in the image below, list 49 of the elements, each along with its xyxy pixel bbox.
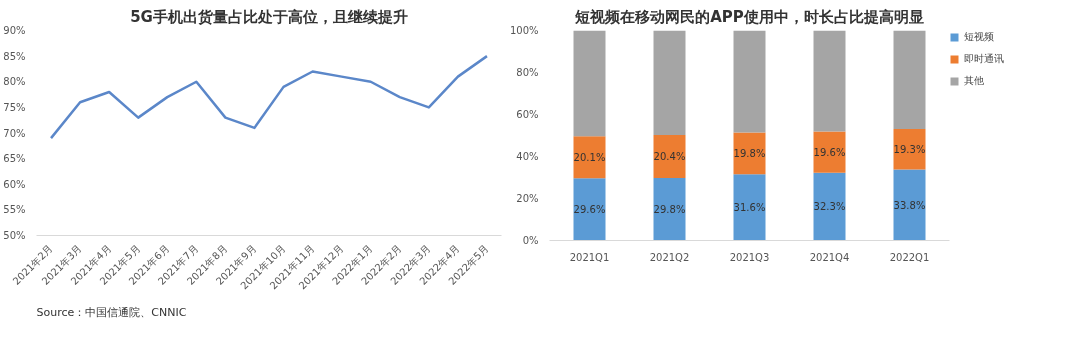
data-label: 19.3% xyxy=(893,143,926,155)
y-tick-label: 60% xyxy=(516,109,539,120)
chart-title: 5G手机出货量占比处于高位，且继续提升 xyxy=(130,7,408,26)
y-tick-label: 60% xyxy=(3,178,26,190)
y-tick-label: 55% xyxy=(3,204,26,216)
x-tick-label: 2021Q3 xyxy=(729,251,770,263)
data-label: 20.4% xyxy=(653,151,686,162)
bar xyxy=(573,178,606,241)
chart-title: 短视频在移动网民的APP使用中，时长占比提高明显 xyxy=(574,7,924,26)
y-tick-label: 75% xyxy=(3,101,26,113)
data-label: 19.6% xyxy=(813,146,846,158)
data-label: 32.3% xyxy=(813,201,846,213)
y-tick-label: 40% xyxy=(516,151,539,162)
source-note: Source：中国信通院、CNNIC xyxy=(36,305,187,319)
x-tick-label: 2022Q1 xyxy=(889,251,930,263)
data-label: 31.6% xyxy=(733,201,766,213)
data-label: 29.8% xyxy=(653,203,686,215)
data-label: 29.6% xyxy=(573,203,606,215)
y-tick-label: 80% xyxy=(516,67,539,78)
y-tick-label: 20% xyxy=(516,193,539,204)
x-tick-label: 2021Q4 xyxy=(809,251,850,263)
bar xyxy=(893,169,926,241)
y-tick-label: 100% xyxy=(509,25,539,36)
y-tick-label: 90% xyxy=(3,25,26,36)
y-tick-label: 50% xyxy=(3,230,26,241)
data-label: 33.8% xyxy=(893,199,926,211)
x-tick-label: 2021Q1 xyxy=(569,251,610,263)
bar xyxy=(813,30,846,132)
bar xyxy=(573,30,606,137)
bar xyxy=(813,172,846,241)
y-tick-label: 85% xyxy=(3,50,26,62)
line-series xyxy=(49,54,489,140)
legend-label: 即时通讯 xyxy=(964,52,1004,66)
bar xyxy=(893,30,926,129)
bar xyxy=(733,30,766,133)
bar xyxy=(893,128,926,170)
data-label: 19.8% xyxy=(733,147,766,159)
bar xyxy=(733,174,766,241)
y-tick-label: 0% xyxy=(522,235,539,246)
y-tick-label: 70% xyxy=(3,127,26,139)
bar xyxy=(653,177,686,241)
bar xyxy=(653,135,686,178)
y-tick-label: 65% xyxy=(3,153,26,165)
legend-label: 短视频 xyxy=(964,30,994,44)
y-tick-label: 80% xyxy=(3,76,26,88)
bar xyxy=(653,30,686,136)
data-label: 20.1% xyxy=(573,151,606,163)
legend-label: 其他 xyxy=(964,74,984,88)
x-tick-label: 2021Q2 xyxy=(649,251,690,263)
